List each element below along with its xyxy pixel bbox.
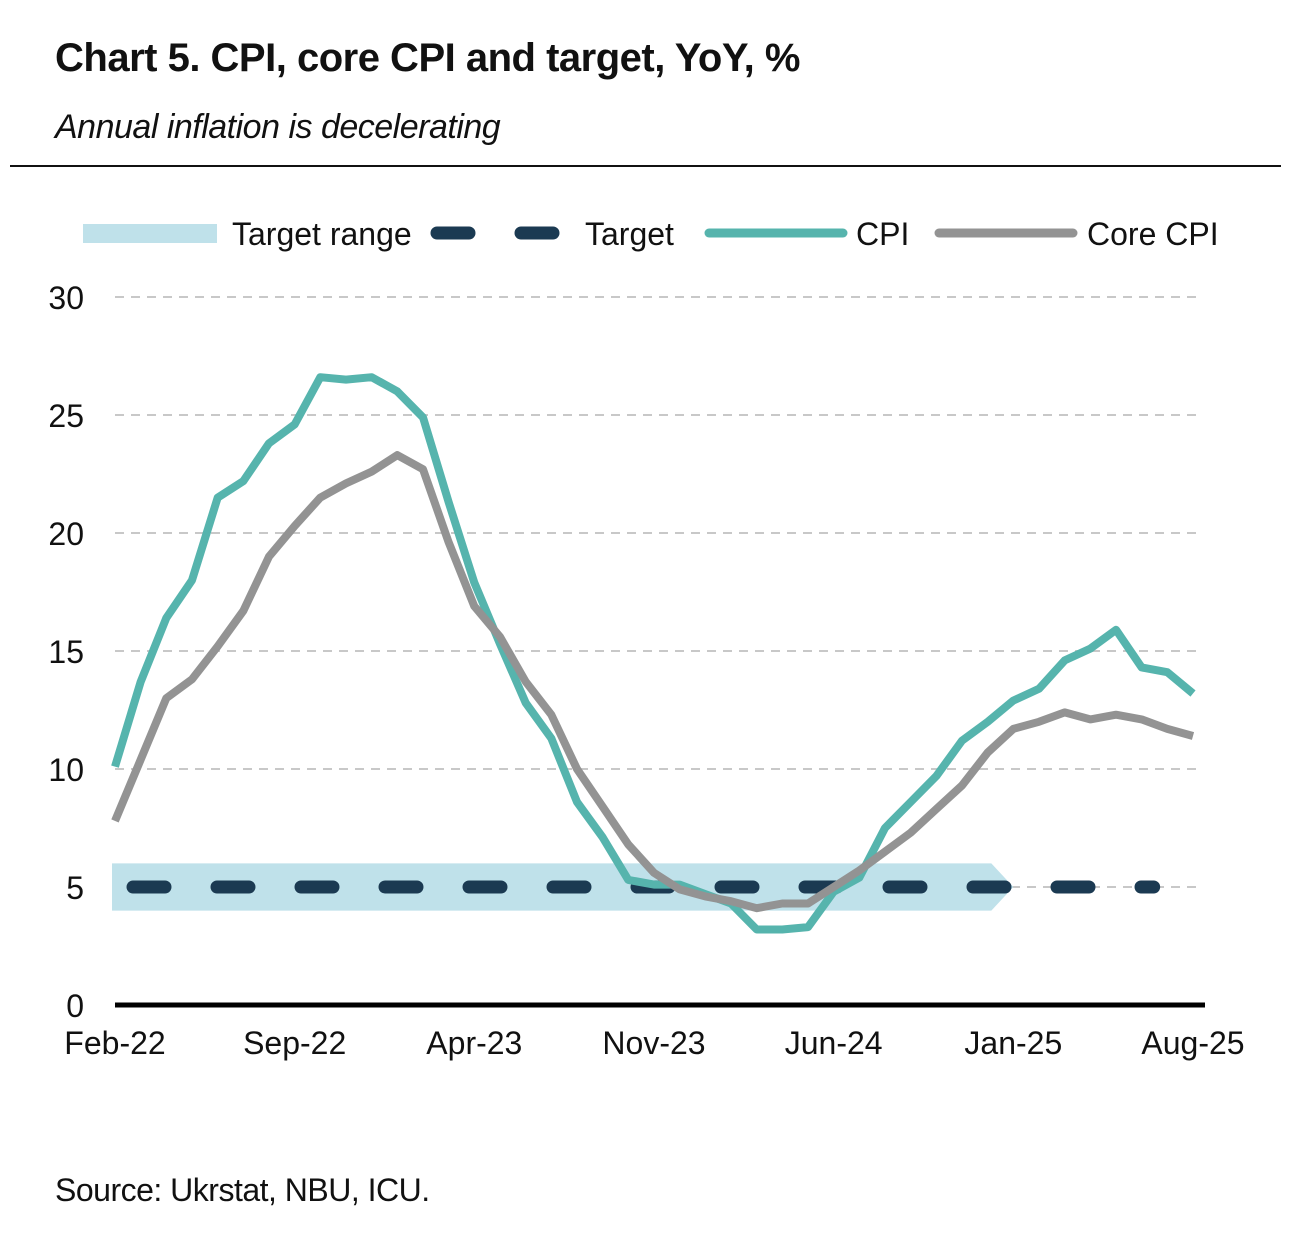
legend-label-target-range: Target range	[232, 216, 412, 252]
x-tick-label: Jun-24	[785, 1025, 883, 1061]
y-tick-label: 25	[48, 398, 84, 434]
y-tick-label: 5	[66, 870, 84, 906]
x-tick-label: Feb-22	[64, 1025, 165, 1061]
x-tick-label: Nov-23	[602, 1025, 705, 1061]
x-tick-label: Apr-23	[426, 1025, 522, 1061]
y-tick-label: 30	[48, 280, 84, 316]
x-tick-label: Jan-25	[964, 1025, 1062, 1061]
x-tick-label: Aug-25	[1141, 1025, 1244, 1061]
series-line-core-cpi	[111, 451, 1195, 913]
source-note: Source: Ukrstat, NBU, ICU.	[55, 1172, 430, 1208]
chart-title: Chart 5. CPI, core CPI and target, YoY, …	[55, 36, 800, 80]
legend-label-core-cpi: Core CPI	[1087, 216, 1219, 252]
y-tick-label: 10	[48, 752, 84, 788]
legend-label-target: Target	[585, 216, 674, 252]
y-tick-label: 0	[66, 988, 84, 1024]
legend: Target range Target CPI Core CPI	[83, 216, 1219, 252]
gridlines	[115, 296, 1198, 888]
y-tick-label: 20	[48, 516, 84, 552]
x-tick-label: Sep-22	[243, 1025, 346, 1061]
series-lines	[111, 373, 1196, 934]
y-axis-tick-labels: 0 5 10 15 20 25 30	[48, 280, 84, 1024]
chart-subtitle: Annual inflation is decelerating	[55, 108, 501, 146]
series-line-cpi	[111, 373, 1196, 934]
legend-swatch-target-range	[83, 224, 217, 243]
x-axis-tick-labels: Feb-22 Sep-22 Apr-23 Nov-23 Jun-24 Jan-25 Aug-…	[64, 1025, 1244, 1061]
title-divider	[10, 165, 1281, 167]
legend-label-cpi: CPI	[856, 216, 909, 252]
y-tick-label: 15	[48, 634, 84, 670]
